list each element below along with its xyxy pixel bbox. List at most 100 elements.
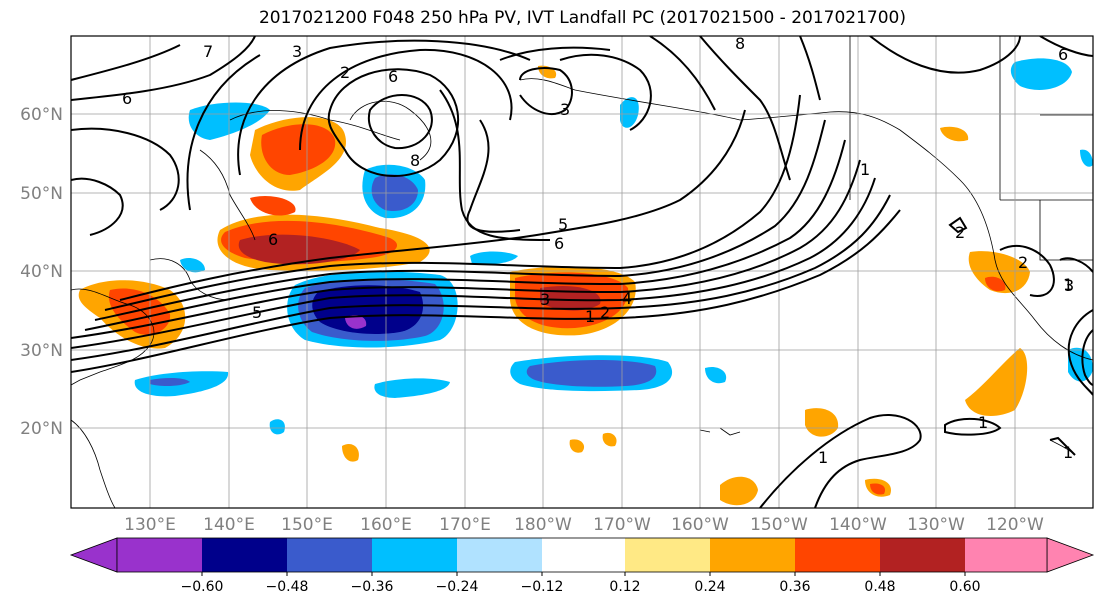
shade-region (985, 276, 1006, 292)
map-border (70, 35, 1094, 509)
colorbar-extend-high (1046, 537, 1095, 573)
lon-label: 160°W (671, 515, 729, 535)
shade-region (180, 258, 205, 273)
contour-line (759, 414, 922, 508)
colorbar-tick-label: −0.48 (266, 579, 309, 595)
contour-line (999, 245, 1055, 297)
contour-label: 2 (1018, 253, 1028, 272)
contour-line (869, 36, 1021, 74)
lon-label: 140°W (829, 515, 887, 535)
lon-label: 170°E (439, 515, 491, 535)
contour-label: 6 (268, 230, 278, 249)
contour-label: 1 (860, 160, 870, 179)
latitude-axis: 60°N 50°N 40°N 30°N 20°N (20, 105, 63, 439)
shade-region (965, 348, 1028, 416)
coastline (199, 149, 256, 241)
shade-region (569, 439, 585, 453)
contour-label: 2 (955, 223, 965, 242)
contour-line (439, 89, 551, 241)
colorbar-tick-label: 0.36 (779, 579, 810, 595)
contour-label: 6 (122, 89, 132, 108)
contour-line (237, 39, 531, 176)
lat-label: 60°N (20, 105, 63, 125)
contour-line (71, 177, 124, 236)
colorbar-segment (625, 538, 710, 572)
contour-label: 3 (292, 42, 302, 61)
colorbar-segment (457, 538, 542, 572)
contour-labels: 7 3 2 6 6 6 8 3 8 5 6 1 4 3 5 2 1 2 1 3 … (122, 36, 1074, 467)
contour-label: 6 (388, 67, 398, 86)
colorbar-tick-label: −0.24 (436, 579, 479, 595)
contour-label: 2 (340, 63, 350, 82)
shade-region (238, 234, 360, 265)
contour-label: 1 (818, 448, 828, 467)
lon-label: 130°E (124, 515, 176, 535)
coastline (699, 427, 741, 436)
contour-line (699, 36, 791, 181)
contour-line (299, 48, 513, 151)
shade-region (345, 315, 367, 329)
contour-label: 3 (1064, 276, 1074, 295)
lon-label: 140°E (203, 515, 255, 535)
colorbar-segment (965, 538, 1047, 572)
contour-line (944, 417, 1002, 436)
lat-label: 30°N (20, 341, 63, 361)
contour-line (1067, 309, 1093, 396)
pv-contours (71, 36, 1093, 508)
colorbar-segment (372, 538, 457, 572)
contour-line (799, 36, 821, 101)
coastline (149, 258, 231, 301)
contour-line (519, 67, 573, 115)
colorbar-tick-label: −0.36 (351, 579, 394, 595)
contour-line (1059, 257, 1093, 273)
shade-region (342, 443, 359, 462)
colorbar-segment (117, 538, 202, 572)
coastline (739, 111, 1093, 361)
contour-label: 1 (1063, 275, 1073, 294)
longitude-axis: 130°E 140°E 150°E 160°E 170°E 180°W 170°… (124, 515, 1044, 535)
contour-label: 2 (600, 303, 610, 322)
contour-label: 5 (558, 215, 568, 234)
lon-label: 170°W (593, 515, 651, 535)
contour-line (94, 119, 826, 321)
colorbar-tick-label: 0.12 (609, 579, 640, 595)
lat-label: 40°N (20, 262, 63, 282)
lat-label: 20°N (20, 419, 63, 439)
contour-line (327, 68, 459, 177)
colorbar-tick-label: −0.60 (181, 579, 224, 595)
colorbar-tick-label: 0.24 (694, 579, 725, 595)
contour-label: 8 (410, 151, 420, 170)
contour-label: 7 (203, 42, 213, 61)
lon-label: 130°W (907, 515, 965, 535)
lat-label: 50°N (20, 184, 63, 204)
coastline (229, 110, 401, 141)
lon-label: 160°E (360, 515, 412, 535)
colorbar-tick-label: 0.60 (949, 579, 980, 595)
colorbar-segment (795, 538, 880, 572)
contour-line (186, 54, 261, 211)
colorbar-ticks: −0.60 −0.48 −0.36 −0.24 −0.12 0.12 0.24 … (181, 572, 981, 595)
shade-region (250, 195, 296, 216)
contour-line (1081, 329, 1093, 386)
contour-line (466, 119, 521, 233)
shade-region (720, 476, 758, 506)
contour-line (1049, 436, 1076, 456)
lon-label: 150°E (281, 515, 333, 535)
contour-label: 5 (252, 303, 262, 322)
shade-region (940, 126, 969, 142)
shade-region (1010, 58, 1072, 90)
shade-region (261, 124, 336, 175)
colorbar: −0.60 −0.48 −0.36 −0.24 −0.12 0.12 0.24 … (69, 537, 1095, 595)
shade-region (620, 97, 639, 128)
contour-line (948, 216, 968, 234)
contour-line (71, 127, 180, 211)
coastline (349, 101, 432, 161)
contour-label: 6 (1058, 45, 1068, 64)
contour-label: 3 (560, 100, 570, 119)
contour-line (1039, 36, 1093, 57)
contour-line (71, 44, 181, 81)
coastline (519, 78, 741, 121)
contour-label: 4 (622, 289, 632, 308)
colorbar-segment (542, 538, 625, 572)
plot-title: 2017021200 F048 250 hPa PV, IVT Landfall… (258, 8, 906, 28)
